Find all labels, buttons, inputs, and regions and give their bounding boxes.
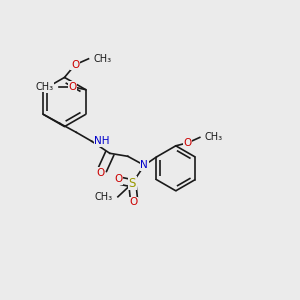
Text: O: O (184, 138, 192, 148)
Text: O: O (114, 174, 123, 184)
Text: NH: NH (94, 136, 110, 146)
Text: CH₃: CH₃ (35, 82, 53, 92)
Text: O: O (130, 197, 138, 207)
Text: CH₃: CH₃ (94, 54, 112, 64)
Text: CH₃: CH₃ (95, 192, 113, 202)
Text: O: O (71, 60, 79, 70)
Text: S: S (129, 177, 136, 190)
Text: O: O (97, 168, 105, 178)
Text: N: N (140, 160, 148, 170)
Text: CH₃: CH₃ (205, 132, 223, 142)
Text: O: O (68, 82, 76, 92)
